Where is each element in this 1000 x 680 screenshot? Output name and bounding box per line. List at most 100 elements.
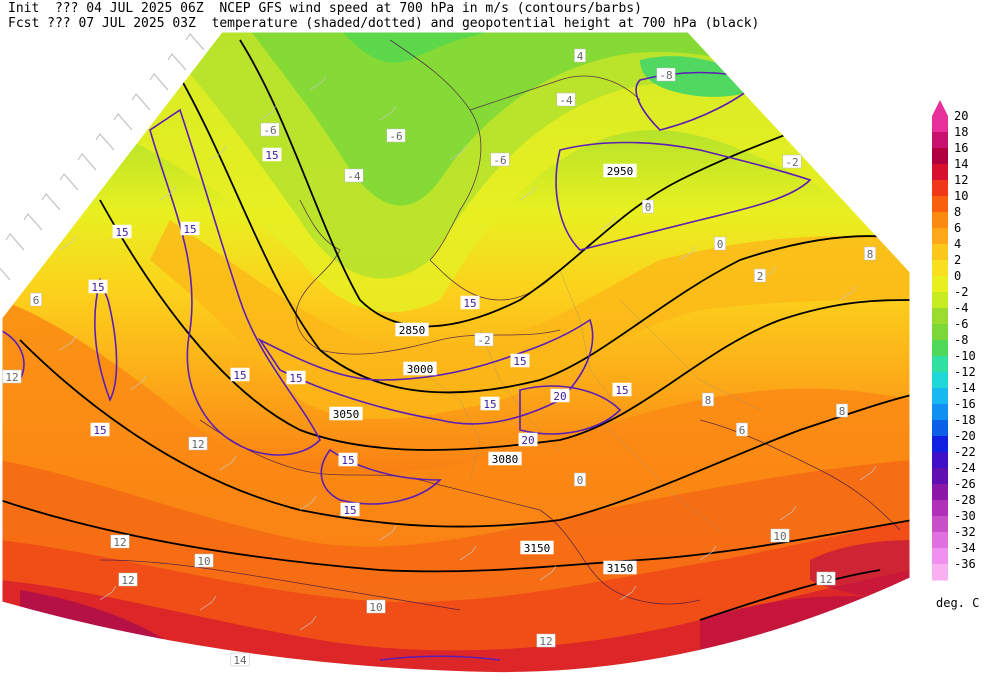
temperature-contour-label: 0 (717, 238, 724, 251)
wind-contour-label: 15 (343, 504, 356, 517)
colorbar-swatch (932, 484, 948, 501)
colorbar-swatch (932, 356, 948, 373)
map-border (1, 31, 911, 674)
temperature-contour-label-box (574, 472, 586, 487)
colorbar-swatch (932, 404, 948, 421)
init-time-line: Init ??? 04 JUL 2025 06Z NCEP GFS wind s… (8, 1, 642, 16)
wind-contour-label-box (112, 224, 132, 239)
colorbar-tick-label: -18 (954, 413, 976, 427)
colorbar-swatch (932, 324, 948, 341)
country-borders (419, 269, 761, 531)
colorbar-tick-label: -12 (954, 365, 976, 379)
colorbar-swatch (932, 212, 948, 229)
temperature-contour-label-box (702, 392, 714, 407)
height-contour-label-box (603, 560, 637, 575)
temperature-contour-label: 8 (705, 394, 712, 407)
colorbar-swatch (932, 500, 948, 517)
colorbar-tick-label: -4 (954, 301, 969, 315)
temperature-contour-label: -6 (263, 124, 276, 137)
height-contour-label: 3150 (607, 562, 634, 575)
temperature-contour-label: 0 (577, 474, 584, 487)
height-contour-label: 3050 (333, 408, 360, 421)
colorbar-tick-label: -22 (954, 445, 976, 459)
colorbar-swatch (932, 116, 948, 133)
colorbar-swatch (932, 516, 948, 533)
height-contour-label: 3080 (492, 453, 519, 466)
temperature-contour-label: -4 (559, 94, 573, 107)
temperature-contour-label-box (836, 403, 848, 418)
temperature-contour-label-box (770, 528, 790, 543)
wind-contour-label-box (88, 279, 108, 294)
wind-contour-label-box (338, 452, 358, 467)
colorbar-swatch (932, 548, 948, 565)
colorbar-tick-label: 16 (954, 141, 969, 155)
temperature-contour-label: 10 (369, 601, 382, 614)
temperature-contour-label: 12 (113, 536, 126, 549)
wind-contour-label: 15 (513, 355, 526, 368)
temperature-contour-label-box (754, 268, 766, 283)
temperature-contour-label-box (490, 152, 510, 167)
wind-contour-label-box (340, 502, 360, 517)
wind-contour-label-box (230, 367, 250, 382)
colorbar-tick-label: -8 (954, 333, 969, 347)
colorbar-tick-label: -36 (954, 557, 976, 571)
temperature-contour-label-box (642, 199, 654, 214)
colorbar-swatch (932, 292, 948, 309)
wind-contour-label-box (286, 370, 306, 385)
colorbar-swatch (932, 260, 948, 277)
temperature-contour-label-box (782, 154, 802, 169)
wind-contour-label: 15 (289, 372, 302, 385)
forecast-time-line: Fcst ??? 07 JUL 2025 03Z temperature (sh… (8, 16, 760, 31)
wind-contour-label-box (480, 396, 500, 411)
wind-contour-label-box (262, 147, 282, 162)
temperature-contour-label-box (230, 652, 250, 667)
wind-contour-label: 15 (341, 454, 354, 467)
colorbar-tick-label: 4 (954, 237, 962, 251)
temperature-contour-label: 12 (5, 371, 18, 384)
temperature-contour-label-box (536, 633, 556, 648)
height-contour-label-box (520, 540, 554, 555)
temperature-contour-label-box (366, 599, 386, 614)
height-contour-label-box (395, 322, 429, 337)
wind-contour-label: 15 (183, 223, 196, 236)
colorbar-swatch (932, 388, 948, 405)
temperature-contour-label: -2 (785, 156, 798, 169)
temperature-contour-label: 12 (121, 574, 134, 587)
temperature-contour-label-box (736, 422, 748, 437)
temperature-contour-label: 8 (839, 405, 846, 418)
colorbar-swatch (932, 372, 948, 389)
wind-contour-label: 15 (265, 149, 278, 162)
temperature-contour-label: -6 (493, 154, 506, 167)
wind-contour-label-box (460, 295, 480, 310)
temperature-contour-label-box (30, 292, 42, 307)
colorbar-swatch (932, 180, 948, 197)
colorbar-swatch (932, 308, 948, 325)
wind-contour-label-box (518, 432, 538, 447)
wind-contour-label-box (612, 382, 632, 397)
wind-contour-label: 15 (91, 281, 104, 294)
colorbar-tick-label: 2 (954, 253, 962, 267)
temperature-contour-label-box (474, 332, 494, 347)
colorbar-swatch (932, 468, 948, 485)
temperature-contour-label: 10 (197, 555, 210, 568)
wind-contour-label-box (90, 422, 110, 437)
wind-contour-label: 15 (233, 369, 246, 382)
height-contour-label: 2950 (607, 165, 634, 178)
colorbar-tick-label: -6 (954, 317, 969, 331)
height-contour-label-box (603, 163, 637, 178)
colorbar-swatch (932, 532, 948, 549)
geopotential-height-contours (2, 39, 910, 621)
wind-contour-label: 15 (615, 384, 628, 397)
colorbar-swatch (932, 420, 948, 437)
colorbar-swatch (932, 164, 948, 181)
colorbar-swatch (932, 244, 948, 261)
temperature-contour-label-box (118, 572, 138, 587)
temperature-contour-label: 12 (191, 438, 204, 451)
colorbar-swatch (932, 564, 948, 581)
colorbar-tick-label: 6 (954, 221, 962, 235)
colorbar-swatch (932, 196, 948, 213)
colorbar-swatch (932, 340, 948, 357)
temperature-contour-label-box (816, 571, 836, 586)
colorbar-tick-label: -20 (954, 429, 976, 443)
